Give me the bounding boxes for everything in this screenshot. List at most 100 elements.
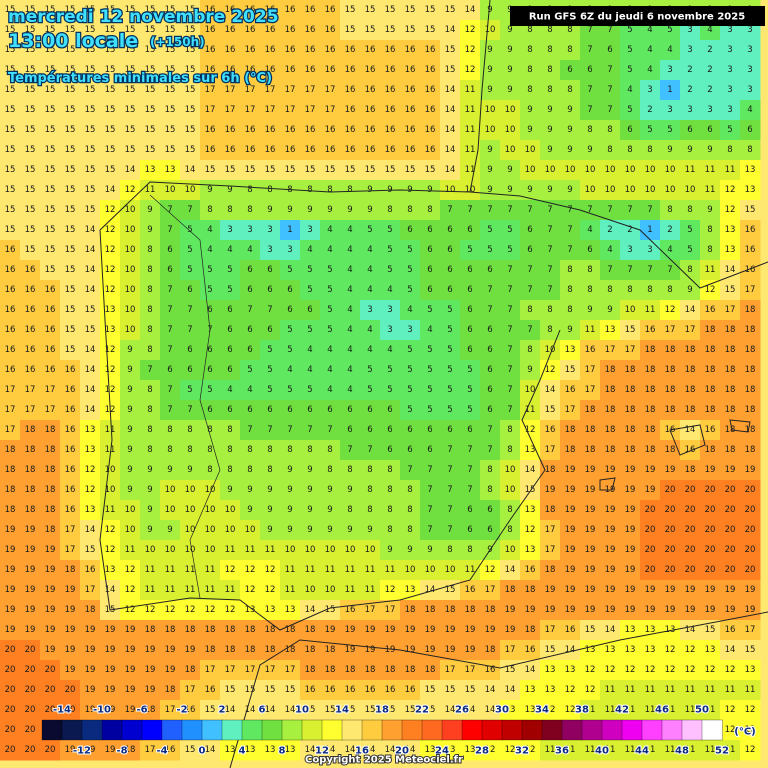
- colorbar-label: -14: [53, 705, 71, 716]
- value-label: 9: [347, 485, 352, 495]
- value-label: 6: [227, 405, 232, 415]
- value-label: 18: [585, 425, 596, 435]
- cell: [100, 60, 121, 81]
- value-label: 7: [647, 205, 652, 215]
- value-label: 15: [445, 685, 456, 695]
- value-label: 7: [267, 425, 272, 435]
- cell: [560, 140, 581, 161]
- value-label: 19: [185, 645, 196, 655]
- cell: [620, 120, 641, 141]
- value-label: 14: [545, 385, 556, 395]
- value-label: 10: [125, 325, 136, 335]
- value-label: 5: [287, 325, 292, 335]
- value-label: 12: [185, 605, 196, 615]
- colorbar-label: -12: [73, 746, 91, 757]
- value-label: 18: [145, 625, 156, 635]
- value-label: 13: [265, 745, 276, 755]
- cell: [80, 80, 101, 101]
- value-label: 10: [125, 225, 136, 235]
- value-label: 15: [65, 185, 76, 195]
- value-label: 5: [307, 265, 312, 275]
- cell: [40, 60, 61, 81]
- cell: [180, 60, 201, 81]
- value-label: 15: [185, 105, 196, 115]
- cell: [180, 120, 201, 141]
- value-label: 8: [527, 305, 532, 315]
- value-label: 7: [247, 305, 252, 315]
- value-label: 9: [307, 205, 312, 215]
- cell: [720, 120, 741, 141]
- value-label: 10: [505, 485, 516, 495]
- value-label: 3: [707, 105, 712, 115]
- value-label: 15: [125, 125, 136, 135]
- value-label: 16: [205, 145, 216, 155]
- cell: [100, 0, 121, 21]
- colorbar-swatch: [421, 719, 443, 741]
- value-label: 15: [65, 145, 76, 155]
- value-label: 5: [727, 125, 732, 135]
- cell: [640, 60, 661, 81]
- value-label: 16: [25, 365, 36, 375]
- value-label: 19: [445, 625, 456, 635]
- value-label: 6: [227, 365, 232, 375]
- value-label: 15: [265, 165, 276, 175]
- value-label: 3: [687, 105, 692, 115]
- value-label: 10: [205, 525, 216, 535]
- value-label: 19: [85, 665, 96, 675]
- value-label: 5: [427, 345, 432, 355]
- value-label: 19: [745, 605, 756, 615]
- value-label: 11: [285, 565, 296, 575]
- value-label: 9: [147, 525, 152, 535]
- value-label: 15: [85, 305, 96, 315]
- value-label: 16: [45, 345, 56, 355]
- value-label: 10: [165, 505, 176, 515]
- value-label: 20: [685, 545, 696, 555]
- value-label: 10: [445, 565, 456, 575]
- cell: [560, 80, 581, 101]
- value-label: 17: [225, 105, 236, 115]
- cell: [260, 100, 281, 121]
- value-label: 18: [165, 625, 176, 635]
- value-label: 9: [527, 125, 532, 135]
- cell: [680, 40, 701, 61]
- value-label: 4: [367, 325, 372, 335]
- cell: [480, 0, 501, 21]
- value-label: 8: [187, 445, 192, 455]
- value-label: 19: [605, 565, 616, 575]
- cell: [20, 0, 41, 21]
- value-label: 6: [387, 425, 392, 435]
- value-label: 8: [187, 425, 192, 435]
- value-label: 4: [347, 225, 352, 235]
- value-label: 17: [265, 105, 276, 115]
- cell: [320, 80, 341, 101]
- cell: [680, 120, 701, 141]
- cell: [200, 80, 221, 101]
- value-label: 20: [705, 545, 716, 555]
- cell: [140, 60, 161, 81]
- value-label: 12: [105, 205, 116, 215]
- value-label: 14: [285, 705, 296, 715]
- value-label: 19: [85, 625, 96, 635]
- value-label: 10: [185, 525, 196, 535]
- value-label: 17: [245, 85, 256, 95]
- value-label: 6: [427, 445, 432, 455]
- value-label: 7: [487, 425, 492, 435]
- cell: [460, 140, 481, 161]
- value-label: 12: [565, 685, 576, 695]
- value-label: 18: [545, 465, 556, 475]
- value-label: 18: [25, 445, 36, 455]
- value-label: 19: [585, 485, 596, 495]
- cell: [680, 100, 701, 121]
- value-label: 14: [445, 105, 456, 115]
- value-label: 8: [567, 265, 572, 275]
- value-label: 8: [627, 285, 632, 295]
- value-label: 17: [5, 425, 16, 435]
- value-label: 4: [627, 85, 632, 95]
- value-label: 3: [687, 45, 692, 55]
- colorbar-label: 26: [455, 705, 469, 716]
- value-label: 18: [545, 505, 556, 515]
- value-label: 15: [65, 165, 76, 175]
- cell: [340, 40, 361, 61]
- value-label: 18: [605, 385, 616, 395]
- value-label: 11: [365, 565, 376, 575]
